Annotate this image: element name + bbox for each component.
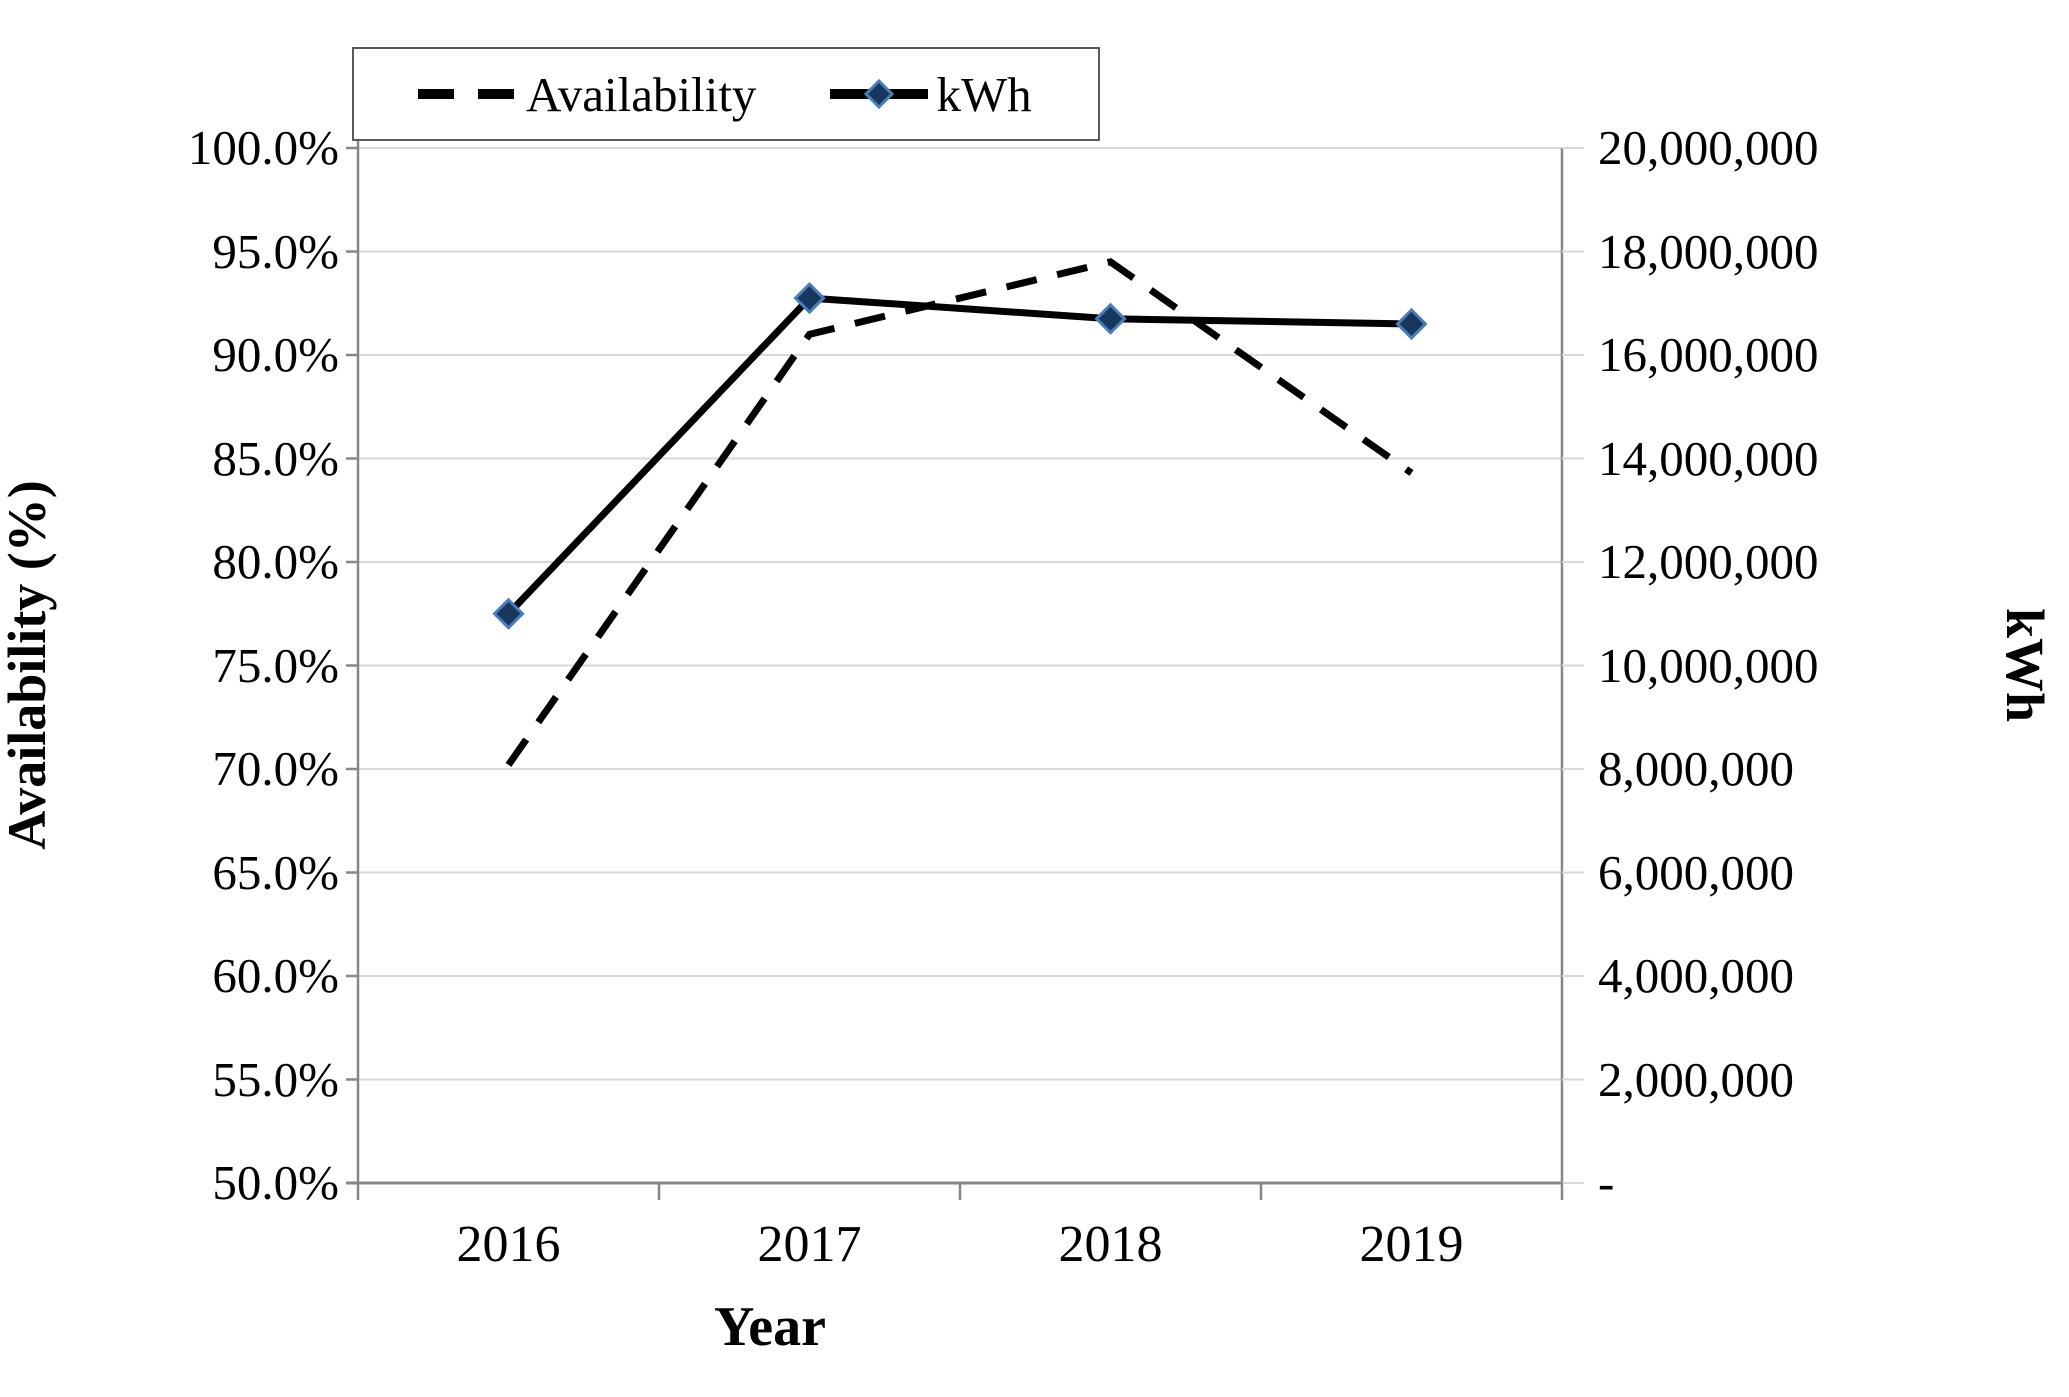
x-axis-title: Year (714, 1296, 826, 1358)
left-axis-tick-label: 85.0% (212, 430, 339, 486)
left-axis-tick-label: 95.0% (212, 223, 339, 279)
x-axis-tick-labels: 2016 2017 2018 2019 (0, 1210, 2069, 1290)
legend-availability-dashed-line-sample (418, 89, 514, 99)
right-axis-tick-label: 12,000,000 (1598, 534, 1819, 589)
right-axis-tick-label: 4,000,000 (1598, 948, 1794, 1003)
left-axis-tick-label: 60.0% (212, 948, 339, 1003)
x-axis-tick-label: 2019 (1359, 1216, 1464, 1273)
data-point-marker (492, 597, 525, 630)
left-axis-tick-label: 50.0% (212, 1155, 339, 1210)
right-axis-tick-label: 16,000,000 (1598, 327, 1819, 382)
legend-label-kwh: kWh (936, 66, 1032, 122)
left-axis-tick-label: 55.0% (212, 1051, 339, 1107)
legend-kwh-line-sample (830, 78, 929, 110)
x-axis-tick-label: 2018 (1058, 1216, 1163, 1273)
right-axis-tick-label: 10,000,000 (1598, 637, 1819, 693)
right-axis-tick-label: 2,000,000 (1598, 1051, 1794, 1107)
data-point-marker (1395, 307, 1428, 341)
left-axis-tick-label: 100.0% (187, 120, 339, 175)
x-axis-tick-label: 2017 (757, 1216, 862, 1273)
legend-label-availability: Availability (526, 66, 757, 122)
left-axis-title: Availability (%) (0, 480, 57, 850)
legend-entry-kwh: kWh (828, 66, 1032, 122)
right-axis-tick-label: 8,000,000 (1598, 741, 1794, 796)
left-axis-tick-labels: 100.0% 95.0% 90.0% 85.0% 80.0% 75.0% 70.0% 65.0… (0, 0, 345, 1397)
series-line-availability (505, 258, 1414, 767)
legend-entry-availability: Availability (412, 70, 756, 119)
left-axis-tick-label: 75.0% (212, 637, 339, 693)
left-axis-tick-label: 80.0% (212, 534, 339, 589)
right-axis-tick-labels: 20,000,000 18,000,000 16,000,000 14,000,000… (1598, 0, 2069, 1397)
data-point-marker (793, 281, 826, 315)
right-axis-tick-label: 20,000,000 (1598, 120, 1819, 175)
left-axis-tick-label: 65.0% (212, 844, 339, 900)
left-axis-tick-label: 70.0% (212, 741, 339, 796)
right-axis-tick-label: 6,000,000 (1598, 844, 1794, 900)
right-axis-tick-label: 14,000,000 (1598, 430, 1819, 486)
right-axis-title: kWh (1995, 607, 2055, 723)
data-point-marker (1094, 302, 1127, 335)
right-axis-tick-label: 18,000,000 (1598, 223, 1819, 279)
series-line-kwh (505, 294, 1412, 617)
right-axis-tick-label: - (1598, 1155, 1615, 1210)
legend-diamond-marker (864, 78, 895, 110)
left-axis-tick-label: 90.0% (212, 327, 339, 382)
legend: Availability kWh (352, 47, 1100, 141)
x-axis-tick-label: 2016 (456, 1216, 561, 1273)
